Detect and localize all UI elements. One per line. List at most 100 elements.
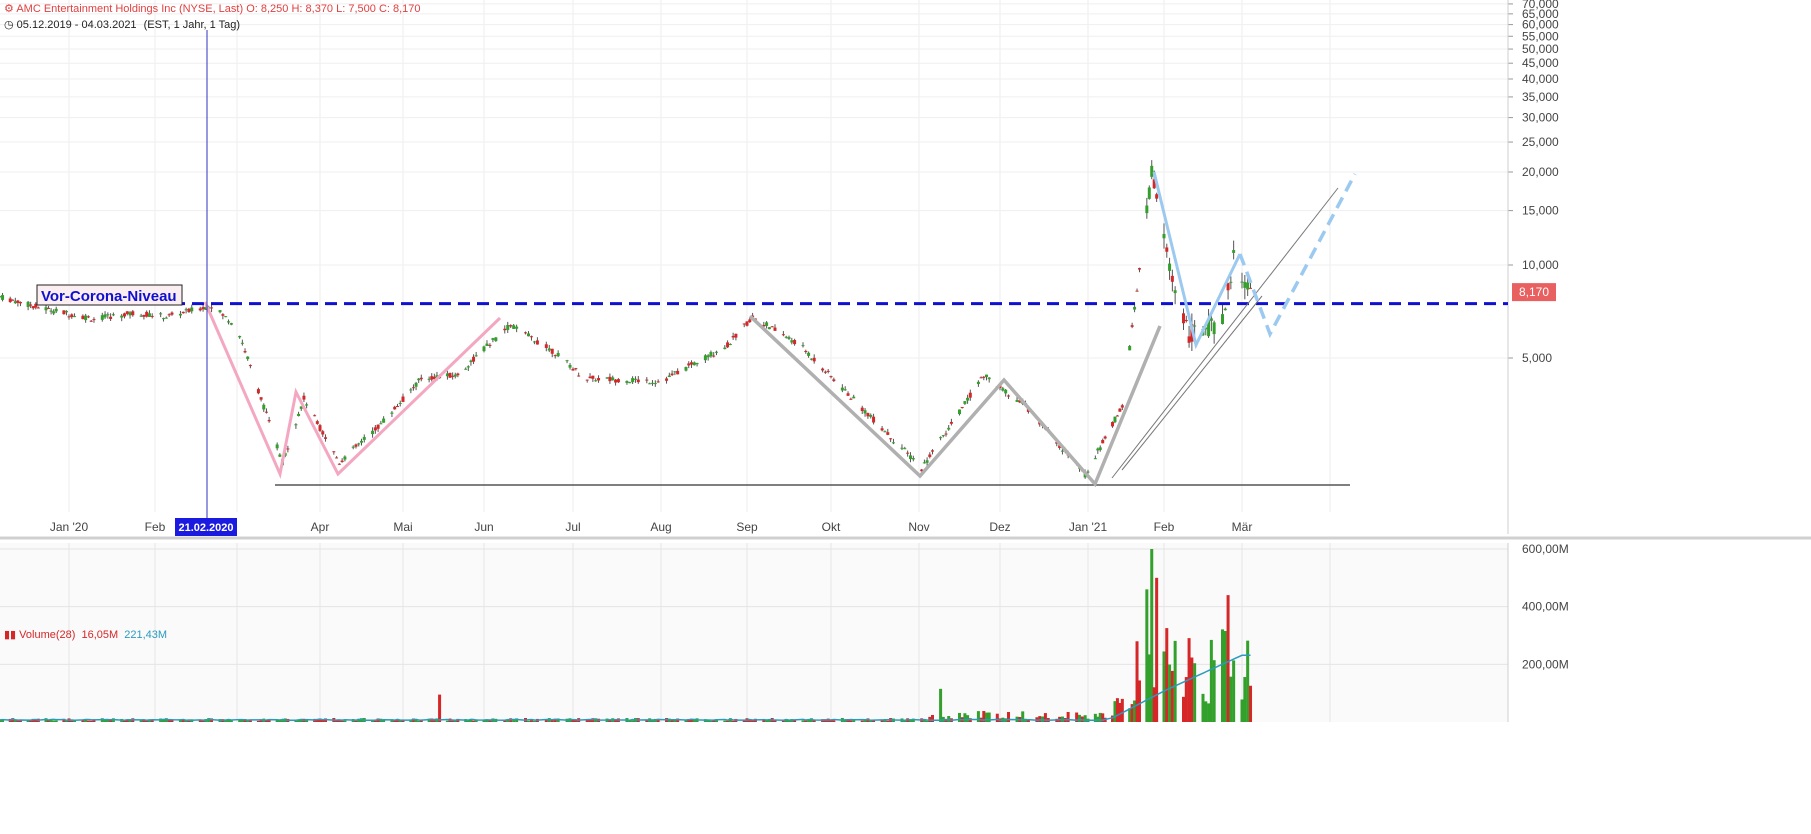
- high-value: H: 8,370: [291, 3, 334, 15]
- candle-body: [553, 355, 557, 357]
- candle-body: [1162, 233, 1166, 239]
- chart-settings-icon[interactable]: ⚙: [4, 3, 14, 15]
- pink-trend-lines[interactable]: [203, 301, 502, 480]
- candle-body: [676, 370, 680, 375]
- gray-trend-lines[interactable]: [748, 314, 1162, 488]
- price-tick-label: 20,000: [1522, 165, 1559, 179]
- volume-tick-label: 600,00M: [1522, 542, 1569, 556]
- volume-bar: [297, 720, 301, 722]
- candle-body: [474, 355, 478, 357]
- candle-body: [1111, 422, 1115, 427]
- candle-body: [131, 311, 135, 316]
- candle-body: [201, 307, 205, 310]
- volume-bar: [1184, 677, 1188, 722]
- candle-body: [64, 311, 68, 313]
- candle-body: [379, 423, 383, 425]
- candle-body: [147, 313, 151, 317]
- volume-bar: [92, 719, 96, 722]
- volume-bars-icon[interactable]: ▮▮: [4, 629, 17, 641]
- candle-body: [31, 306, 35, 309]
- lightblue-trend-lines[interactable]: [1152, 171, 1242, 350]
- volume-axis: 600,00M 400,00M 200,00M: [1507, 542, 1569, 722]
- price-pane-bg: [0, 0, 1508, 534]
- candle-body: [321, 431, 325, 435]
- candle-body: [1147, 187, 1151, 199]
- candle-body: [150, 315, 154, 317]
- volume-bar: [1111, 715, 1115, 722]
- volume-bar: [419, 720, 423, 722]
- candle-body: [762, 324, 766, 327]
- volume-bar: [670, 719, 674, 722]
- price-tick-label: 70,000: [1522, 0, 1559, 11]
- candle-body: [1221, 314, 1224, 324]
- candle-body: [161, 318, 165, 320]
- candle-body: [299, 406, 303, 409]
- candle-body: [54, 308, 58, 312]
- candle-body: [880, 428, 884, 431]
- candle-body: [628, 382, 632, 384]
- candle-body: [594, 380, 598, 382]
- candle-body: [823, 371, 827, 373]
- annotation-box[interactable]: [36, 284, 183, 306]
- candle-body: [1086, 471, 1090, 473]
- volume-bar: [872, 720, 876, 722]
- volume-bar: [18, 719, 22, 722]
- date-tick-label: Sep: [736, 520, 758, 534]
- volume-bar: [485, 719, 489, 722]
- candle-body: [1246, 282, 1250, 290]
- volume-bar: [1221, 629, 1224, 722]
- volume-bar: [106, 719, 110, 722]
- close-value: C: 8,170: [378, 3, 421, 15]
- candle-body: [889, 438, 893, 440]
- volume-bar: [550, 720, 554, 722]
- volume-bar: [373, 720, 377, 722]
- candle-body: [411, 387, 415, 389]
- volume-bar: [812, 719, 816, 722]
- candle-body: [86, 316, 90, 318]
- volume-bar: [1007, 712, 1011, 722]
- clock-icon[interactable]: ◷: [4, 19, 14, 31]
- volume-bar: [544, 719, 548, 722]
- candle-body: [417, 378, 421, 381]
- volume-header: ▮▮ Volume(28) 16,05M 221,43M: [4, 628, 167, 641]
- candle-body: [52, 311, 56, 314]
- volume-bar: [645, 719, 649, 722]
- ascending-trend-line[interactable]: [1111, 187, 1339, 479]
- candle-body: [218, 310, 222, 313]
- candle-body: [1152, 179, 1156, 189]
- candle-body: [315, 421, 319, 424]
- candle-body: [84, 315, 88, 321]
- candle-body: [826, 370, 830, 372]
- overlay-labels: Vor-Corona-Niveau 21.02.2020 8,170: [36, 283, 1556, 536]
- volume-bar: [1118, 702, 1122, 722]
- candle-body: [109, 316, 113, 319]
- candle-body: [515, 326, 519, 329]
- volume-pane-bg: [0, 543, 1508, 722]
- volume-bar: [987, 712, 991, 722]
- candle-body: [807, 352, 811, 356]
- volume-bar: [224, 720, 228, 722]
- volume-bar: [438, 694, 442, 722]
- range-settings: (EST, 1 Jahr, 1 Tag): [143, 19, 241, 31]
- lightblue-projection[interactable]: [1238, 173, 1357, 339]
- candle-body: [535, 340, 539, 345]
- volume-bar: [585, 720, 589, 722]
- volume-bar: [673, 719, 677, 722]
- volume-bar: [1170, 670, 1174, 722]
- volume-bar: [89, 720, 93, 722]
- candle-body: [556, 353, 560, 357]
- candle-body: [804, 350, 808, 352]
- volume-bar: [1240, 699, 1244, 722]
- volume-bar: [614, 719, 618, 722]
- volume-bar: [532, 720, 536, 722]
- candle-body: [371, 430, 375, 435]
- volume-bar: [574, 720, 578, 722]
- candle-body: [1249, 287, 1253, 289]
- volume-bar: [506, 719, 510, 722]
- date-tick-label: Mai: [393, 520, 412, 534]
- candle-body: [1165, 247, 1169, 252]
- candle-body: [1204, 327, 1208, 330]
- ascending-trend-line-2[interactable]: [1121, 295, 1263, 471]
- volume-bar: [712, 719, 716, 722]
